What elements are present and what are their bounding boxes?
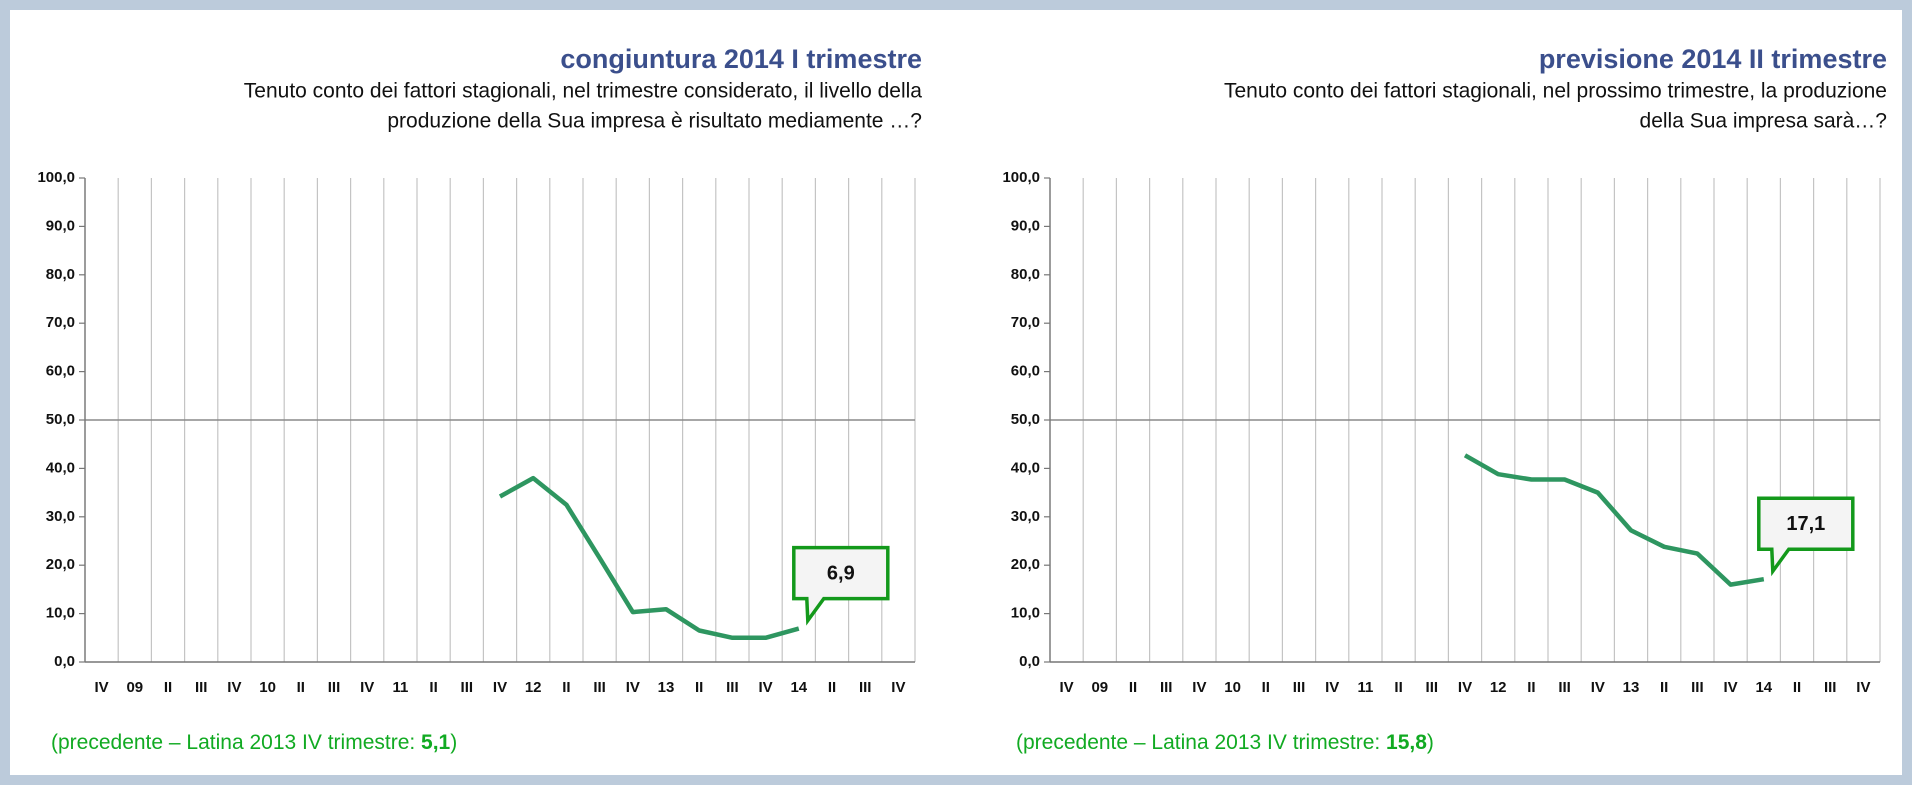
y-tick-label: 20,0 [46, 556, 75, 573]
x-tick-label: IV [95, 679, 109, 696]
x-tick-label: II [1527, 679, 1535, 696]
y-tick-label: 100,0 [1002, 169, 1040, 186]
value-label: 17,1 [1786, 513, 1825, 535]
x-tick-label: IV [1325, 679, 1339, 696]
y-tick-label: 70,0 [46, 314, 75, 331]
x-tick-label: 11 [392, 679, 408, 696]
x-tick-label: 13 [658, 679, 675, 696]
y-tick-label: 50,0 [1011, 411, 1040, 428]
value-label: 6,9 [827, 562, 855, 584]
footnote-part: 15,8 [1386, 731, 1427, 754]
x-tick-label: III [461, 679, 474, 696]
x-tick-label: 12 [525, 679, 542, 696]
y-tick-label: 50,0 [46, 411, 75, 428]
footnote: (precedente – Latina 2013 IV trimestre: … [51, 731, 457, 754]
x-tick-label: 12 [1490, 679, 1507, 696]
y-tick-label: 40,0 [1011, 459, 1040, 476]
x-tick-label: III [1824, 679, 1837, 696]
y-tick-label: 30,0 [1011, 508, 1040, 525]
x-tick-label: III [195, 679, 208, 696]
x-tick-label: 10 [1224, 679, 1241, 696]
x-tick-label: III [1558, 679, 1571, 696]
x-tick-label: II [828, 679, 836, 696]
x-tick-label: IV [493, 679, 507, 696]
x-tick-label: II [297, 679, 305, 696]
x-tick-label: IV [1060, 679, 1074, 696]
x-tick-label: 11 [1357, 679, 1373, 696]
footnote-part: 5,1 [421, 731, 451, 754]
y-tick-label: 70,0 [1011, 314, 1040, 331]
x-tick-label: IV [1856, 679, 1870, 696]
callout [1757, 496, 1855, 577]
x-tick-label: IV [1591, 679, 1605, 696]
y-tick-label: 60,0 [1011, 363, 1040, 380]
y-tick-label: 80,0 [1011, 266, 1040, 283]
x-tick-label: IV [891, 679, 905, 696]
x-tick-label: II [1793, 679, 1801, 696]
x-tick-label: III [593, 679, 606, 696]
x-tick-label: II [1660, 679, 1668, 696]
x-tick-label: IV [759, 679, 773, 696]
x-tick-label: IV [626, 679, 640, 696]
x-tick-label: III [328, 679, 341, 696]
y-tick-label: 0,0 [1019, 653, 1040, 670]
footnote-part: (precedente – Latina 2013 IV trimestre: [1016, 731, 1386, 754]
x-tick-label: 14 [790, 679, 807, 696]
y-tick-label: 80,0 [46, 266, 75, 283]
footnote-part: ) [1427, 731, 1434, 754]
x-tick-label: 14 [1755, 679, 1772, 696]
x-tick-label: IV [1724, 679, 1738, 696]
x-tick-label: 13 [1623, 679, 1640, 696]
x-tick-label: III [1426, 679, 1439, 696]
x-tick-label: II [1129, 679, 1137, 696]
y-tick-label: 30,0 [46, 508, 75, 525]
y-tick-label: 60,0 [46, 363, 75, 380]
x-tick-label: IV [1192, 679, 1206, 696]
y-tick-label: 0,0 [54, 653, 75, 670]
x-tick-label: 10 [259, 679, 276, 696]
x-tick-label: III [1293, 679, 1306, 696]
data-line [498, 475, 800, 641]
chart-subtitle: Tenuto conto dei fattori stagionali, nel… [244, 80, 923, 103]
x-tick-label: IV [360, 679, 374, 696]
x-tick-label: III [859, 679, 872, 696]
chart-subtitle: della Sua impresa sarà…? [1640, 110, 1887, 133]
x-tick-label: IV [1458, 679, 1472, 696]
x-tick-label: II [1394, 679, 1402, 696]
footnote: (precedente – Latina 2013 IV trimestre: … [1016, 731, 1434, 754]
chart-title: previsione 2014 II trimestre [1539, 44, 1887, 74]
x-tick-label: 09 [1091, 679, 1108, 696]
y-tick-label: 20,0 [1011, 556, 1040, 573]
chart-subtitle: produzione della Sua impresa è risultato… [387, 110, 922, 133]
y-tick-label: 10,0 [46, 605, 75, 622]
x-tick-label: 09 [126, 679, 143, 696]
footnote-part: ) [450, 731, 457, 754]
chart-title: congiuntura 2014 I trimestre [560, 44, 922, 74]
data-line [1463, 453, 1765, 587]
x-tick-label: II [164, 679, 172, 696]
x-tick-label: III [1691, 679, 1704, 696]
y-tick-label: 90,0 [46, 217, 75, 234]
x-tick-label: III [726, 679, 739, 696]
x-tick-label: III [1160, 679, 1173, 696]
y-tick-label: 90,0 [1011, 217, 1040, 234]
chart-subtitle: Tenuto conto dei fattori stagionali, nel… [1224, 80, 1887, 103]
footnote-part: (precedente – Latina 2013 IV trimestre: [51, 731, 421, 754]
x-tick-label: II [1262, 679, 1270, 696]
x-tick-label: II [562, 679, 570, 696]
y-tick-label: 40,0 [46, 459, 75, 476]
y-tick-label: 100,0 [37, 169, 75, 186]
x-tick-label: II [429, 679, 437, 696]
callout [792, 545, 890, 626]
x-tick-label: II [695, 679, 703, 696]
x-tick-label: IV [227, 679, 241, 696]
y-tick-label: 10,0 [1011, 605, 1040, 622]
